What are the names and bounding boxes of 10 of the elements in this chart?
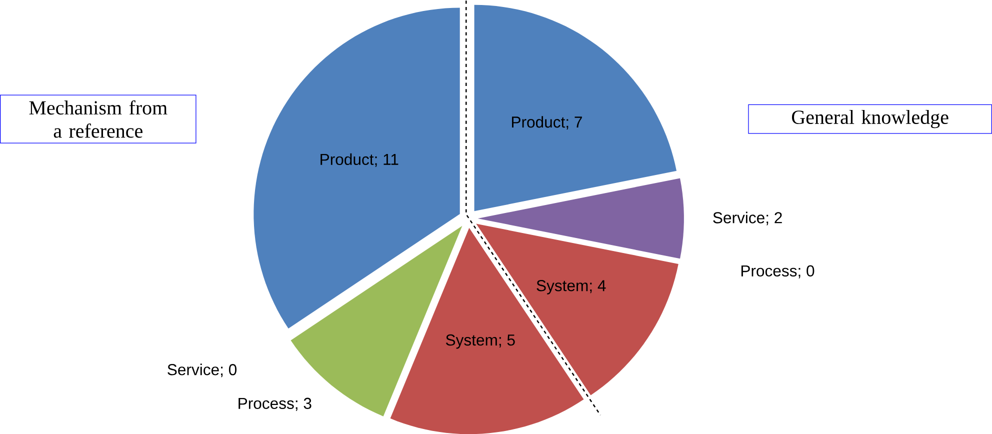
slice-label: Process; 3 — [238, 398, 312, 411]
text: Mechanism from a reference — [29, 100, 168, 138]
slice-label: System; 5 — [446, 334, 515, 349]
text: General knowledge — [792, 110, 948, 128]
slice-label: Product; 11 — [320, 153, 398, 167]
category-label: Process; 0 — [741, 265, 814, 278]
slice-label: Service; 2 — [713, 212, 782, 226]
slice-label: System; 4 — [536, 280, 606, 294]
category-label: Service; 0 — [168, 364, 237, 378]
slice-label: Product; 7 — [512, 116, 582, 130]
